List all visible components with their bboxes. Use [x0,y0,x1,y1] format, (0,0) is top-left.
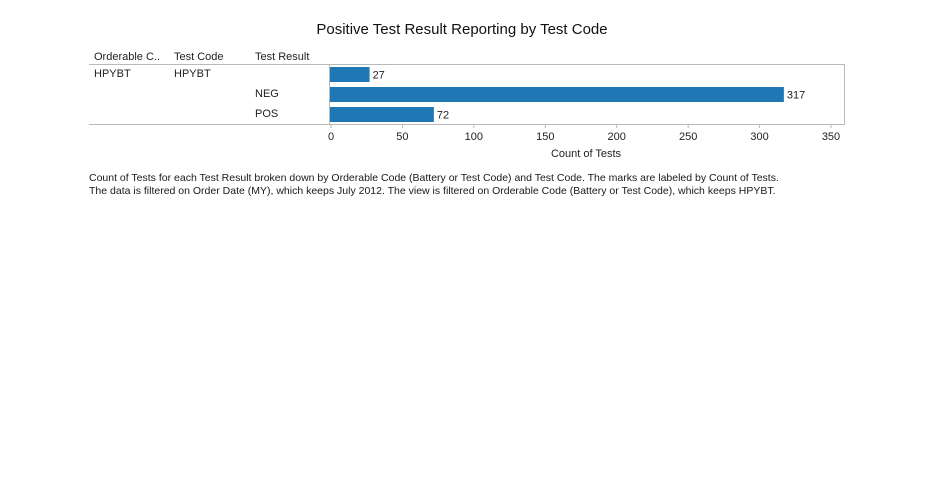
x-tick-label: 100 [465,131,483,143]
chart-caption: Count of Tests for each Test Result brok… [89,172,849,198]
header-test-code[interactable]: Test Code [174,51,224,63]
table-bottom-divider [89,124,329,125]
row-test-code: HPYBT [174,68,211,80]
x-axis-title: Count of Tests [551,148,622,160]
x-tick-label: 350 [822,131,840,143]
row-test-result-3: POS [255,108,279,120]
bar[interactable] [330,107,434,122]
data-label: 27 [373,70,385,82]
x-tick-label: 0 [328,131,334,143]
header-divider [89,64,329,65]
x-tick-label: 50 [396,131,408,143]
x-tick-label: 150 [536,131,554,143]
header-orderable-code[interactable]: Orderable C.. [94,51,161,63]
bar[interactable] [330,67,370,82]
caption-line-2: The data is filtered on Order Date (MY),… [89,185,776,197]
header-test-result[interactable]: Test Result [255,51,310,63]
x-tick-label: 250 [679,131,697,143]
bar-chart-plot: 27 317 72 0 50 100 150 200 250 300 350 Count of Tes… [328,64,845,160]
data-label: 317 [787,90,805,102]
plot-frame [329,64,845,125]
chart-title: Positive Test Result Reporting by Test C… [316,21,608,38]
bar[interactable] [330,87,784,102]
caption-line-1: Count of Tests for each Test Result brok… [89,172,779,184]
data-label: 72 [437,110,449,122]
row-test-result-2: NEG [255,88,279,100]
row-orderable-code: HPYBT [94,68,131,80]
x-tick-label: 300 [750,131,768,143]
x-tick-label: 200 [608,131,626,143]
